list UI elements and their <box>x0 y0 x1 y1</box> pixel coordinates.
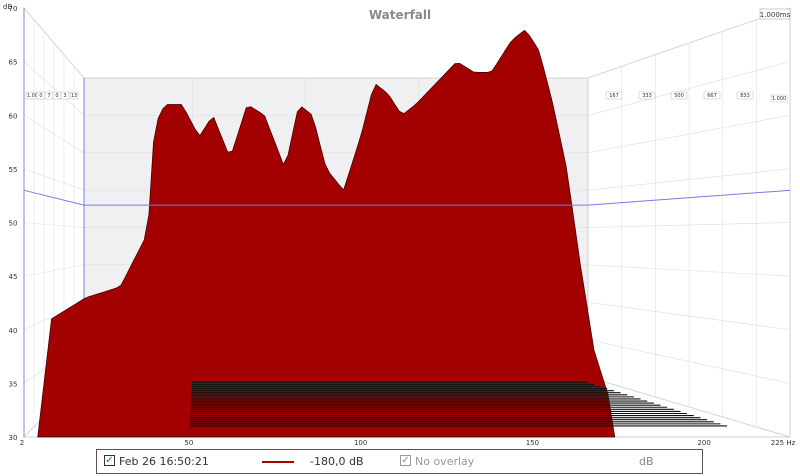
waterfall-slice <box>37 29 616 438</box>
axes: Waterfall dB 1.000ms 303540455055606570 … <box>3 3 796 446</box>
x-tick-label: 100 <box>354 439 367 446</box>
x-tick-label: 50 <box>184 439 193 446</box>
y-tick-label: 40 <box>9 327 18 335</box>
time-tick-label: 0 <box>39 93 42 99</box>
x-tick-label: 200 <box>697 439 710 446</box>
y-unit-label: dB <box>3 3 12 11</box>
time-tick-box <box>638 91 656 100</box>
time-tick-box <box>670 91 688 100</box>
time-tick-box <box>605 91 623 100</box>
time-axis-label: 1.000ms <box>760 11 791 19</box>
legend-bar: ✓ Feb 26 16:50:21 -180,0 dB ✓ No overlay… <box>96 449 703 474</box>
time-tick-label: 0 <box>55 93 58 99</box>
time-tick-box <box>736 91 754 100</box>
measurement-timestamp: Feb 26 16:50:21 <box>119 455 209 468</box>
time-tick-box <box>770 94 788 103</box>
time-axis-box <box>759 8 791 20</box>
time-tick-box <box>69 91 79 100</box>
x-tick-label: 150 <box>526 439 539 446</box>
x-tick-label: 2 <box>20 439 24 446</box>
cursor-line <box>23 189 791 206</box>
y-tick-label: 65 <box>9 59 18 67</box>
x-ticks: 2 50 100 150 200 225 Hz <box>20 439 796 446</box>
time-tick-label: 500 <box>674 93 684 99</box>
time-tick-box <box>60 91 70 100</box>
time-tick-label: 667 <box>707 93 717 99</box>
time-tick-label: 7 <box>47 93 50 99</box>
time-tick-box <box>703 91 721 100</box>
y-tick-label: 70 <box>9 5 18 13</box>
x-tick-label: 225 Hz <box>771 439 796 446</box>
y-tick-label: 50 <box>9 220 18 228</box>
time-tick-label: 167 <box>609 93 619 99</box>
overlay-label: No overlay <box>415 455 475 468</box>
time-tick-label: 833 <box>740 93 750 99</box>
y-tick-label: 35 <box>9 380 18 388</box>
time-tick-label: 1.000 <box>772 96 786 102</box>
y-ticks: 30 35 40 45 50 55 60 65 70 <box>9 5 18 442</box>
y-tick-label: 60 <box>9 112 18 120</box>
waterfall-slices <box>37 29 728 438</box>
chart-title: Waterfall <box>369 8 431 22</box>
waterfall-plot[interactable]: Waterfall dB 1.000ms 303540455055606570 … <box>0 0 800 446</box>
y-tick-label: 55 <box>9 166 18 174</box>
y-tick-label: 30 <box>9 434 18 442</box>
overlay-checkbox[interactable]: ✓ <box>400 455 411 466</box>
time-tick-label: 1.000 <box>27 93 41 99</box>
time-tick-label: 333 <box>642 93 652 99</box>
y-tick-label: 45 <box>9 273 18 281</box>
time-tick-label: 13 <box>71 93 77 99</box>
legend-unit: dB <box>639 455 654 468</box>
time-tick-label: 3 <box>63 93 66 99</box>
level-readout: -180,0 dB <box>310 455 364 468</box>
level-cursor <box>23 189 791 206</box>
measurement-checkbox[interactable]: ✓ <box>104 455 115 466</box>
series-line-swatch <box>262 461 294 463</box>
